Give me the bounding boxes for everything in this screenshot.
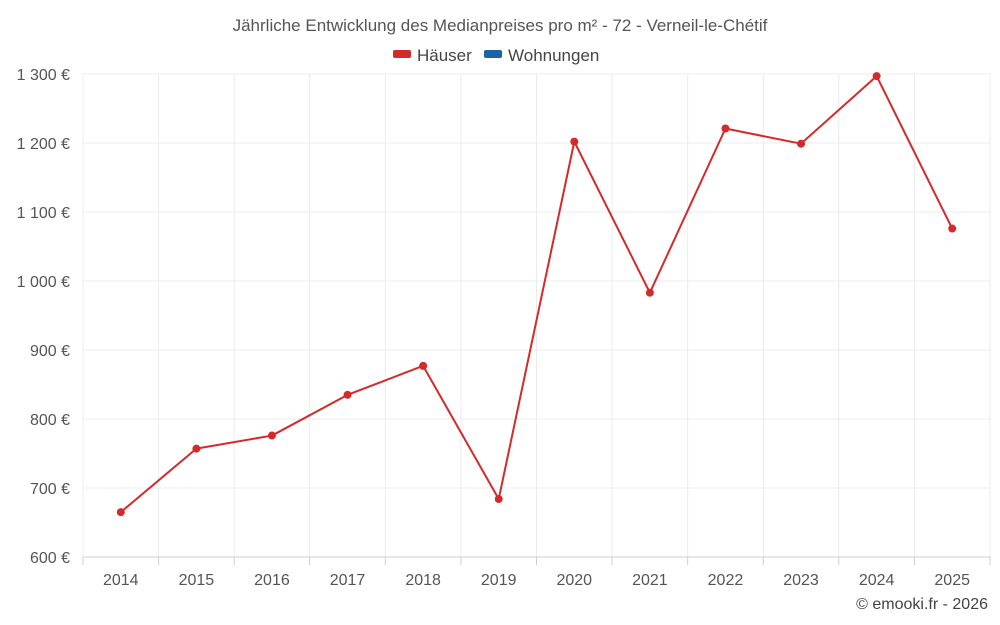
data-point[interactable] — [116, 508, 125, 517]
data-point[interactable] — [343, 390, 352, 399]
x-tick-label: 2022 — [708, 572, 744, 589]
data-point[interactable] — [267, 431, 276, 440]
legend-item-haeuser[interactable]: Häuser — [393, 46, 472, 65]
x-tick-label: 2024 — [859, 572, 895, 589]
y-tick-label: 1 000 € — [17, 274, 70, 291]
y-tick-label: 700 € — [30, 481, 70, 498]
data-point[interactable] — [645, 288, 654, 297]
x-tick-label: 2019 — [481, 572, 517, 589]
x-tick-label: 2017 — [330, 572, 366, 589]
legend-swatch-haeuser — [393, 50, 411, 58]
chart-title: Jährliche Entwicklung des Medianpreises … — [233, 16, 768, 35]
legend-label-haeuser: Häuser — [417, 46, 472, 65]
series-haeuser — [116, 72, 957, 517]
data-point[interactable] — [494, 495, 503, 504]
data-point[interactable] — [192, 444, 201, 453]
y-tick-label: 900 € — [30, 343, 70, 360]
legend-swatch-wohnungen — [484, 50, 502, 58]
x-tick-label: 2018 — [405, 572, 441, 589]
x-tick-label: 2023 — [783, 572, 819, 589]
series-line — [120, 75, 954, 513]
legend-label-wohnungen: Wohnungen — [508, 46, 599, 65]
y-tick-label: 1 200 € — [17, 136, 70, 153]
x-axis-ticks: 2014 2015 2016 2017 2018 2019 2020 2021 2022 2023… — [82, 557, 991, 589]
x-tick-label: 2025 — [934, 572, 970, 589]
y-tick-label: 1 100 € — [17, 205, 70, 222]
y-tick-label: 600 € — [30, 550, 70, 567]
x-tick-label: 2020 — [556, 572, 592, 589]
legend-item-wohnungen[interactable]: Wohnungen — [484, 46, 599, 65]
y-tick-label: 1 300 € — [17, 67, 70, 84]
y-axis-ticks: 600 € 700 € 800 € 900 € 1 000 € 1 100 € 1 200 … — [17, 67, 70, 567]
credit: © emooki.fr - 2026 — [856, 596, 988, 613]
x-tick-label: 2021 — [632, 572, 668, 589]
y-tick-label: 800 € — [30, 412, 70, 429]
x-tick-label: 2016 — [254, 572, 290, 589]
x-tick-label: 2015 — [179, 572, 215, 589]
data-point[interactable] — [721, 124, 730, 133]
data-point[interactable] — [797, 139, 806, 148]
data-point[interactable] — [872, 72, 881, 81]
x-tick-label: 2014 — [103, 572, 139, 589]
legend: Häuser Wohnungen — [393, 46, 599, 65]
data-point[interactable] — [419, 361, 428, 370]
data-point[interactable] — [570, 137, 579, 146]
data-point[interactable] — [948, 224, 957, 233]
